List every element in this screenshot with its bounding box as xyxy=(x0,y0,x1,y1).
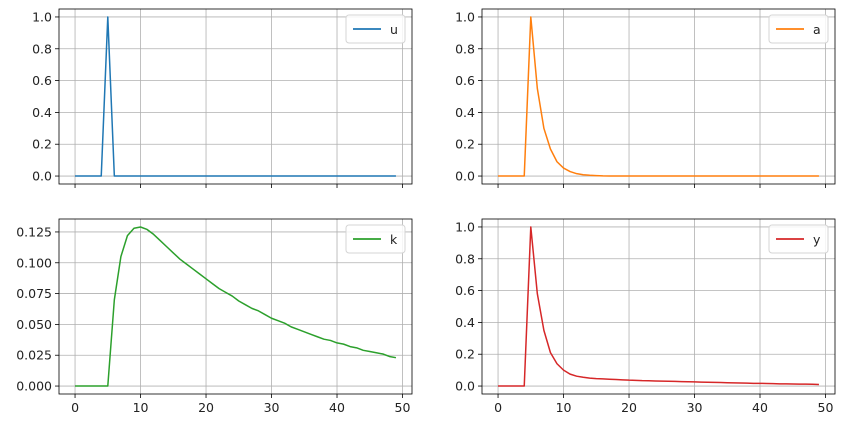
series-line-a xyxy=(498,16,819,177)
legend: a xyxy=(768,14,829,44)
legend: u xyxy=(345,14,406,44)
y-tick-label: 0.4 xyxy=(455,315,475,330)
y-tick-label: 0.6 xyxy=(32,73,52,88)
x-tick-label: 40 xyxy=(752,400,768,415)
subplot-u: 0.0 0.2 0.4 0.6 0.8 1.0 u xyxy=(32,8,413,188)
x-tick-label: 30 xyxy=(687,400,703,415)
y-tick-label: 1.0 xyxy=(455,9,475,24)
y-tick-label: 0.8 xyxy=(455,41,475,56)
axes-frame xyxy=(58,218,413,395)
y-tick-label: 0.100 xyxy=(16,255,52,270)
x-tick-label: 20 xyxy=(621,400,637,415)
axes-frame xyxy=(58,8,413,185)
x-tick-label: 20 xyxy=(198,400,214,415)
x-tick-label: 50 xyxy=(818,400,834,415)
y-tick-label: 0.0 xyxy=(455,169,475,184)
legend: k xyxy=(345,224,406,254)
x-tick-label: 10 xyxy=(133,400,149,415)
y-tick-label: 0.025 xyxy=(16,348,52,363)
x-tick-label: 50 xyxy=(395,400,411,415)
y-tick-label: 0.0 xyxy=(455,379,475,394)
subplot-y: 0 10 20 30 40 50 0.0 0.2 0.4 0.6 0.8 1.0 y xyxy=(455,218,836,415)
series-line-y xyxy=(498,226,819,387)
y-tick-label: 0.8 xyxy=(455,251,475,266)
legend-label: a xyxy=(813,22,821,37)
y-tick-label: 1.0 xyxy=(32,9,52,24)
y-tick-label: 0.2 xyxy=(32,137,52,152)
x-tick-label: 10 xyxy=(556,400,572,415)
y-tick-label: 0.4 xyxy=(455,105,475,120)
y-tick-label: 0.000 xyxy=(16,379,52,394)
y-tick-label: 0.050 xyxy=(16,317,52,332)
subplot-k: 0 10 20 30 40 50 0.000 0.025 0.050 0.075 0.100 0.12… xyxy=(16,218,413,415)
y-tick-label: 0.2 xyxy=(455,347,475,362)
axes-frame xyxy=(481,218,836,395)
legend-label: k xyxy=(390,232,398,247)
y-tick-label: 0.8 xyxy=(32,41,52,56)
y-tick-label: 0.075 xyxy=(16,286,52,301)
y-tick-label: 0.2 xyxy=(455,137,475,152)
y-tick-label: 0.4 xyxy=(32,105,52,120)
y-tick-label: 1.0 xyxy=(455,219,475,234)
series-line-k xyxy=(75,226,397,387)
y-tick-label: 0.0 xyxy=(32,169,52,184)
x-tick-label: 0 xyxy=(494,400,502,415)
y-tick-label: 0.125 xyxy=(16,224,52,239)
series-line-u xyxy=(75,16,396,177)
y-tick-label: 0.6 xyxy=(455,73,475,88)
legend-label: y xyxy=(813,232,821,247)
x-tick-label: 30 xyxy=(264,400,280,415)
x-tick-label: 0 xyxy=(71,400,79,415)
y-tick-label: 0.6 xyxy=(455,283,475,298)
axes-frame xyxy=(481,8,836,185)
legend: y xyxy=(768,224,829,254)
x-tick-label: 40 xyxy=(329,400,345,415)
legend-label: u xyxy=(390,22,398,37)
subplot-a: 0.0 0.2 0.4 0.6 0.8 1.0 a xyxy=(455,8,836,188)
